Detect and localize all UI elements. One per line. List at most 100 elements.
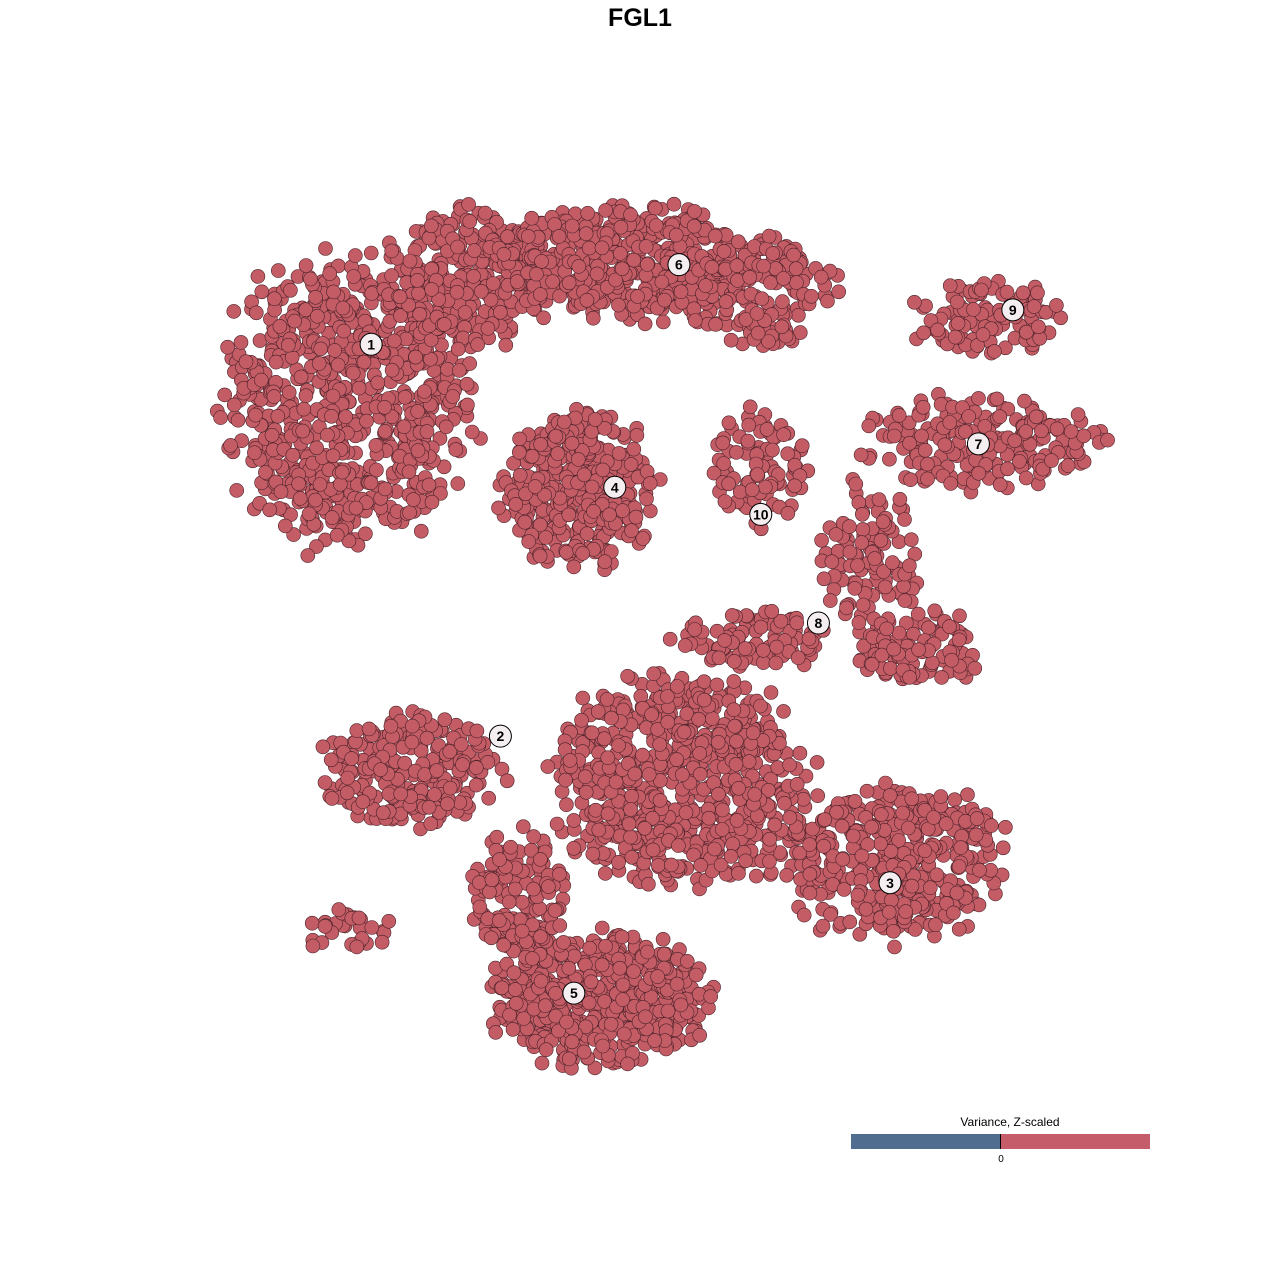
cell-point-cluster-5 bbox=[489, 829, 505, 845]
cell-point-cluster-7 bbox=[1018, 470, 1034, 486]
cell-point-cluster-8 bbox=[662, 631, 678, 647]
cell-point-cluster-3 bbox=[620, 668, 635, 684]
cell-point-cluster-5 bbox=[615, 992, 631, 1007]
cell-point-cluster-6 bbox=[585, 310, 601, 326]
points-layer bbox=[210, 196, 1115, 1076]
cell-point-cluster-1 bbox=[280, 337, 296, 353]
cell-point-cluster-3 bbox=[624, 788, 640, 804]
cell-point-cluster-3 bbox=[711, 786, 726, 802]
cell-point-cluster-6 bbox=[647, 200, 663, 216]
cell-point-cluster-2 bbox=[324, 791, 340, 806]
legend-low-segment bbox=[851, 1134, 1000, 1149]
cell-point-cluster-2 bbox=[374, 934, 390, 950]
cell-point-cluster-9 bbox=[999, 284, 1015, 300]
cell-point-cluster-8 bbox=[753, 619, 769, 635]
cell-point-cluster-5 bbox=[501, 894, 517, 910]
cell-point-cluster-1 bbox=[324, 510, 340, 525]
cell-point-cluster-1 bbox=[326, 284, 341, 300]
cell-point-cluster-4 bbox=[561, 507, 577, 523]
cell-point-cluster-10 bbox=[780, 505, 796, 521]
cell-point-cluster-3 bbox=[946, 905, 961, 921]
cell-point-cluster-1 bbox=[351, 380, 367, 396]
cell-point-cluster-1 bbox=[308, 289, 323, 305]
cell-point-cluster-2 bbox=[453, 737, 469, 752]
cell-point-cluster-8 bbox=[768, 655, 784, 671]
cell-point-cluster-3 bbox=[559, 797, 574, 813]
cell-point-cluster-3 bbox=[777, 795, 792, 811]
cell-point-cluster-1 bbox=[262, 502, 278, 518]
cell-point-cluster-1 bbox=[346, 269, 361, 284]
cell-point-cluster-10 bbox=[715, 435, 731, 451]
cell-point-cluster-1 bbox=[270, 263, 286, 278]
cell-point-cluster-2 bbox=[339, 785, 355, 801]
cell-point-cluster-3 bbox=[584, 725, 600, 741]
cell-point-cluster-3 bbox=[651, 857, 666, 873]
cell-point-cluster-5 bbox=[594, 957, 610, 973]
cell-point-cluster-3 bbox=[792, 745, 808, 761]
cell-point-cluster-7 bbox=[992, 409, 1008, 425]
cell-point-cluster-5 bbox=[594, 920, 610, 936]
cell-point-cluster-3 bbox=[886, 923, 901, 939]
cell-point-cluster-8 bbox=[822, 593, 838, 608]
cell-point-cluster-6 bbox=[718, 294, 734, 310]
cell-point-cluster-3 bbox=[762, 831, 778, 847]
cell-point-cluster-1 bbox=[436, 459, 452, 475]
cell-point-cluster-1 bbox=[267, 291, 282, 307]
cell-point-cluster-3 bbox=[949, 885, 965, 901]
cell-point-cluster-10 bbox=[794, 438, 810, 454]
cell-point-cluster-7 bbox=[886, 428, 902, 444]
cluster-label-text: 10 bbox=[753, 506, 769, 522]
cell-point-cluster-5 bbox=[483, 930, 499, 946]
cell-point-cluster-7 bbox=[1060, 458, 1076, 473]
cell-point-cluster-3 bbox=[566, 840, 582, 856]
cell-point-cluster-1 bbox=[358, 526, 373, 542]
cell-point-cluster-3 bbox=[709, 677, 725, 693]
cell-point-cluster-3 bbox=[738, 853, 753, 869]
cluster-label-1: 1 bbox=[359, 332, 383, 356]
cell-point-cluster-5 bbox=[559, 1014, 574, 1030]
cell-point-cluster-3 bbox=[953, 840, 969, 855]
cell-point-cluster-4 bbox=[642, 476, 658, 491]
cell-point-cluster-1 bbox=[217, 387, 232, 403]
cell-point-cluster-1 bbox=[250, 269, 266, 284]
cell-point-cluster-5 bbox=[638, 1009, 653, 1025]
cell-point-cluster-1 bbox=[384, 243, 400, 259]
cell-point-cluster-6 bbox=[571, 259, 587, 274]
cell-point-cluster-3 bbox=[767, 817, 782, 833]
cell-point-cluster-5 bbox=[508, 995, 524, 1011]
cell-point-cluster-3 bbox=[904, 878, 920, 894]
cell-point-cluster-1 bbox=[445, 389, 461, 404]
cell-point-cluster-5 bbox=[505, 1022, 521, 1037]
cluster-label-2: 2 bbox=[488, 724, 512, 748]
cell-point-cluster-4 bbox=[564, 435, 580, 451]
cell-point-cluster-3 bbox=[623, 802, 638, 817]
cell-point-cluster-6 bbox=[804, 288, 819, 304]
cell-point-cluster-4 bbox=[624, 523, 639, 539]
cell-point-cluster-1 bbox=[462, 356, 478, 371]
cell-point-cluster-3 bbox=[904, 791, 920, 807]
cell-point-cluster-5 bbox=[688, 967, 704, 983]
cell-point-cluster-3 bbox=[696, 674, 712, 690]
cluster-label-text: 8 bbox=[815, 615, 823, 631]
cell-point-cluster-3 bbox=[854, 848, 870, 864]
cell-point-cluster-3 bbox=[574, 712, 589, 728]
cell-point-cluster-7 bbox=[902, 435, 917, 451]
cell-point-cluster-3 bbox=[835, 851, 851, 867]
cell-point-cluster-3 bbox=[600, 806, 616, 822]
cell-point-cluster-1 bbox=[356, 354, 372, 370]
cell-point-cluster-2 bbox=[349, 723, 365, 738]
cluster-label-7: 7 bbox=[966, 432, 990, 456]
cell-point-cluster-1 bbox=[424, 494, 440, 510]
cell-point-cluster-9 bbox=[950, 316, 966, 331]
cell-point-cluster-8 bbox=[855, 597, 871, 613]
cell-point-cluster-6 bbox=[578, 226, 594, 241]
cell-point-cluster-5 bbox=[533, 973, 549, 989]
cell-point-cluster-2 bbox=[373, 762, 388, 778]
cell-point-cluster-3 bbox=[895, 805, 911, 821]
cell-point-cluster-1 bbox=[233, 335, 249, 350]
cell-point-cluster-10 bbox=[750, 467, 765, 482]
cell-point-cluster-3 bbox=[577, 769, 593, 785]
cell-point-cluster-1 bbox=[301, 506, 317, 522]
cell-point-cluster-7 bbox=[971, 465, 987, 481]
cell-point-cluster-8 bbox=[854, 506, 870, 522]
